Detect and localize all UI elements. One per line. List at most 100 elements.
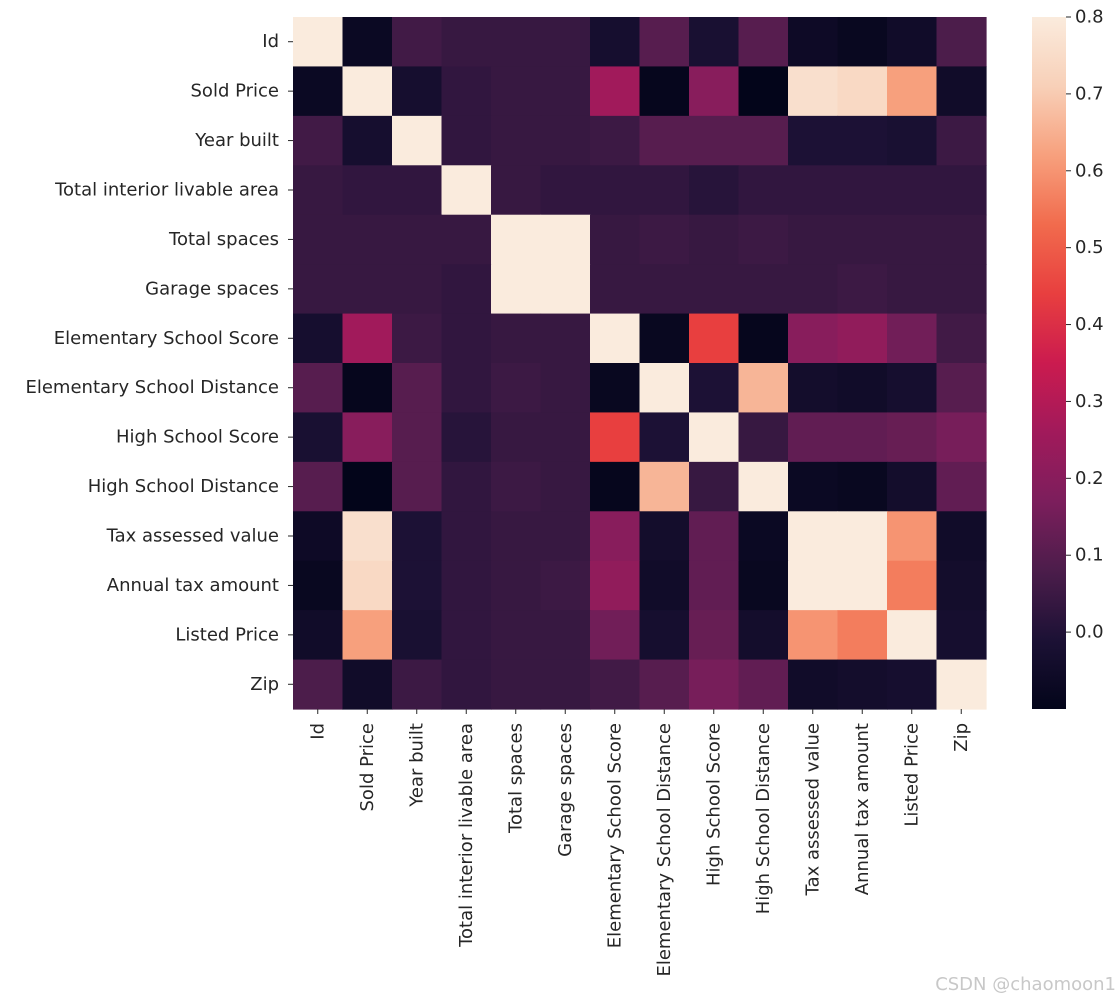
cell-id-vs-high-school-distance (738, 17, 789, 68)
cell-total-spaces-vs-year-built (392, 214, 443, 265)
x-tick-label-high-school-score: High School Score (703, 723, 724, 886)
cell-total-interior-livable-area-vs-listed-price (887, 165, 938, 216)
cell-tax-assessed-value-vs-total-interior-livable-area (441, 511, 492, 562)
cell-elementary-school-score-vs-annual-tax-amount (837, 313, 888, 364)
cell-elementary-school-score-vs-elementary-school-score (590, 313, 641, 364)
cell-annual-tax-amount-vs-elementary-school-score (590, 560, 641, 611)
cell-garage-spaces-vs-annual-tax-amount (837, 264, 888, 315)
cell-id-vs-total-interior-livable-area (441, 17, 492, 68)
cell-high-school-distance-vs-total-spaces (491, 461, 542, 512)
cell-total-interior-livable-area-vs-garage-spaces (540, 165, 591, 216)
cell-high-school-distance-vs-annual-tax-amount (837, 461, 888, 512)
cell-listed-price-vs-tax-assessed-value (788, 610, 839, 661)
cell-id-vs-elementary-school-distance (639, 17, 690, 68)
cell-tax-assessed-value-vs-tax-assessed-value (788, 511, 839, 562)
cell-tax-assessed-value-vs-listed-price (887, 511, 938, 562)
y-axis-tick-labels: Id Sold Price Year built Total interior liv… (25, 31, 293, 695)
x-tick-label-total-spaces: Total spaces (505, 723, 526, 834)
cell-tax-assessed-value-vs-zip (936, 511, 987, 562)
cell-high-school-score-vs-id (293, 412, 344, 463)
cell-high-school-distance-vs-year-built (392, 461, 443, 512)
cell-elementary-school-score-vs-year-built (392, 313, 443, 364)
cell-year-built-vs-annual-tax-amount (837, 115, 888, 166)
x-tick-label-year-built: Year built (406, 723, 427, 808)
cell-id-vs-tax-assessed-value (788, 17, 839, 68)
cell-listed-price-vs-high-school-score (689, 610, 740, 661)
cell-annual-tax-amount-vs-listed-price (887, 560, 938, 611)
cell-elementary-school-score-vs-high-school-distance (738, 313, 789, 364)
cell-listed-price-vs-sold-price (342, 610, 393, 661)
x-tick-label-total-interior-livable-area: Total interior livable area (456, 723, 477, 948)
y-tick-label-sold-price: Sold Price (191, 81, 280, 102)
cell-high-school-distance-vs-high-school-score (689, 461, 740, 512)
cell-zip-vs-elementary-school-score (590, 659, 641, 710)
cell-year-built-vs-sold-price (342, 115, 393, 166)
cell-total-interior-livable-area-vs-zip (936, 165, 987, 216)
colorbar-tick-label: 0.5 (1075, 237, 1104, 258)
cell-elementary-school-distance-vs-listed-price (887, 363, 938, 414)
cell-high-school-score-vs-listed-price (887, 412, 938, 463)
cell-id-vs-zip (936, 17, 987, 68)
colorbar-tick-label: 0.0 (1075, 622, 1104, 643)
watermark: CSDN @chaomoon1 (935, 974, 1116, 995)
y-tick-label-zip: Zip (250, 674, 279, 695)
cell-elementary-school-score-vs-high-school-score (689, 313, 740, 364)
cell-tax-assessed-value-vs-id (293, 511, 344, 562)
cell-sold-price-vs-high-school-distance (738, 66, 789, 117)
cell-total-interior-livable-area-vs-high-school-distance (738, 165, 789, 216)
cell-tax-assessed-value-vs-elementary-school-score (590, 511, 641, 562)
cell-zip-vs-total-interior-livable-area (441, 659, 492, 710)
cell-elementary-school-distance-vs-high-school-score (689, 363, 740, 414)
cell-total-spaces-vs-high-school-score (689, 214, 740, 265)
cell-year-built-vs-id (293, 115, 344, 166)
cell-listed-price-vs-listed-price (887, 610, 938, 661)
cell-garage-spaces-vs-elementary-school-score (590, 264, 641, 315)
cell-total-interior-livable-area-vs-annual-tax-amount (837, 165, 888, 216)
cell-sold-price-vs-garage-spaces (540, 66, 591, 117)
colorbar-tick-label: 0.6 (1075, 160, 1104, 181)
cell-total-interior-livable-area-vs-total-spaces (491, 165, 542, 216)
cell-annual-tax-amount-vs-elementary-school-distance (639, 560, 690, 611)
cell-sold-price-vs-annual-tax-amount (837, 66, 888, 117)
cell-total-interior-livable-area-vs-year-built (392, 165, 443, 216)
cell-total-spaces-vs-annual-tax-amount (837, 214, 888, 265)
cell-elementary-school-distance-vs-zip (936, 363, 987, 414)
cell-annual-tax-amount-vs-id (293, 560, 344, 611)
y-tick-label-listed-price: Listed Price (175, 624, 279, 645)
cell-garage-spaces-vs-high-school-distance (738, 264, 789, 315)
cell-elementary-school-distance-vs-high-school-distance (738, 363, 789, 414)
cell-high-school-score-vs-annual-tax-amount (837, 412, 888, 463)
x-tick-label-elementary-school-distance: Elementary School Distance (654, 723, 675, 977)
cell-high-school-score-vs-elementary-school-distance (639, 412, 690, 463)
cell-sold-price-vs-zip (936, 66, 987, 117)
cell-garage-spaces-vs-elementary-school-distance (639, 264, 690, 315)
x-tick-label-elementary-school-score: Elementary School Score (604, 723, 625, 948)
cell-sold-price-vs-id (293, 66, 344, 117)
cell-id-vs-high-school-score (689, 17, 740, 68)
cell-elementary-school-score-vs-elementary-school-distance (639, 313, 690, 364)
cell-high-school-score-vs-elementary-school-score (590, 412, 641, 463)
cell-high-school-score-vs-year-built (392, 412, 443, 463)
cell-zip-vs-total-spaces (491, 659, 542, 710)
x-tick-label-garage-spaces: Garage spaces (555, 723, 576, 857)
cell-elementary-school-score-vs-sold-price (342, 313, 393, 364)
cell-year-built-vs-year-built (392, 115, 443, 166)
cell-sold-price-vs-sold-price (342, 66, 393, 117)
cell-zip-vs-elementary-school-distance (639, 659, 690, 710)
cell-sold-price-vs-elementary-school-distance (639, 66, 690, 117)
cell-id-vs-listed-price (887, 17, 938, 68)
cell-total-interior-livable-area-vs-total-interior-livable-area (441, 165, 492, 216)
cell-id-vs-total-spaces (491, 17, 542, 68)
cell-elementary-school-distance-vs-total-spaces (491, 363, 542, 414)
cell-garage-spaces-vs-tax-assessed-value (788, 264, 839, 315)
y-tick-label-garage-spaces: Garage spaces (145, 278, 279, 299)
cell-high-school-distance-vs-high-school-distance (738, 461, 789, 512)
cell-garage-spaces-vs-garage-spaces (540, 264, 591, 315)
cell-annual-tax-amount-vs-total-spaces (491, 560, 542, 611)
cell-zip-vs-tax-assessed-value (788, 659, 839, 710)
cell-sold-price-vs-total-spaces (491, 66, 542, 117)
cell-high-school-distance-vs-tax-assessed-value (788, 461, 839, 512)
cell-total-interior-livable-area-vs-tax-assessed-value (788, 165, 839, 216)
cell-zip-vs-year-built (392, 659, 443, 710)
cell-listed-price-vs-elementary-school-score (590, 610, 641, 661)
